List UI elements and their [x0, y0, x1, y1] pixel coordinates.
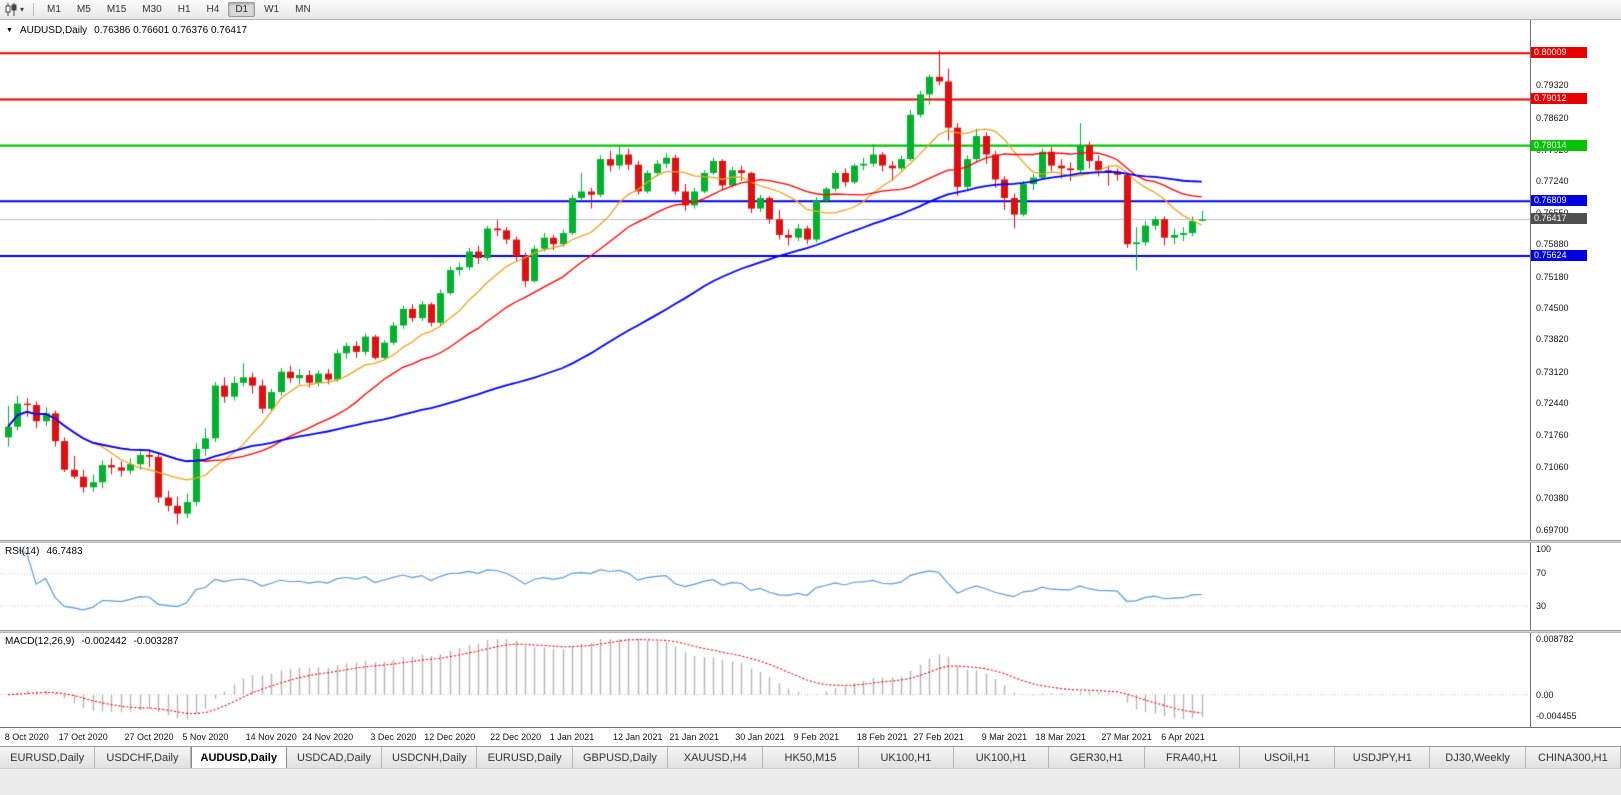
timeframe-toolbar: ▾ M1 M5 M15 M30 H1 H4 D1 W1 MN: [0, 0, 1621, 20]
price-scale[interactable]: 0.793200.786200.779200.772400.765500.758…: [1530, 20, 1621, 540]
hline-price-label: 0.79012: [1531, 93, 1587, 105]
chart-tab[interactable]: UK100,H1: [953, 747, 1050, 768]
chart-tab[interactable]: HK50,M15: [763, 747, 859, 768]
date-label: 14 Nov 2020: [245, 732, 297, 742]
chart-tab[interactable]: USDJPY,H1: [1335, 747, 1431, 768]
timeframe-button-d1[interactable]: D1: [228, 2, 256, 17]
timeframe-buttons: M1 M5 M15 M30 H1 H4 D1 W1 MN: [39, 2, 319, 17]
price-tick: 0.71760: [1536, 429, 1569, 440]
chart-tab[interactable]: UK100,H1: [858, 747, 954, 768]
chart-tab[interactable]: FRA40,H1: [1144, 747, 1240, 768]
date-label: 12 Jan 2021: [613, 732, 663, 742]
chart-tab[interactable]: GBPUSD,Daily: [572, 747, 669, 768]
hline-price-label: 0.76809: [1531, 195, 1587, 207]
timeframe-button-m30[interactable]: M30: [142, 4, 162, 15]
date-label: 1 Jan 2021: [549, 732, 595, 742]
date-label: 17 Oct 2020: [58, 732, 108, 742]
panel-splitter[interactable]: [0, 630, 1621, 633]
timeframe-button-m15[interactable]: M15: [106, 4, 127, 15]
price-tick: 0.70380: [1536, 493, 1569, 504]
chart-tab[interactable]: USOil,H1: [1239, 747, 1336, 768]
panel-splitter[interactable]: [0, 540, 1621, 543]
date-label: 30 Jan 2021: [735, 732, 785, 742]
chart-tab[interactable]: CHINA300,H1: [1525, 747, 1621, 768]
rsi-scale[interactable]: 100 70 30: [1530, 543, 1621, 630]
price-tick: 0.77240: [1536, 176, 1569, 187]
timeframe-button-mn[interactable]: MN: [295, 4, 311, 15]
timeframe-button-m1[interactable]: M1: [47, 4, 61, 15]
current-price-label: 0.76417: [1531, 213, 1587, 225]
price-tick: 0.73820: [1536, 334, 1569, 345]
hline-price-label: 0.75624: [1531, 250, 1587, 261]
rsi-level-label: 100: [1536, 544, 1552, 554]
chart-tab[interactable]: USDCHF,Daily: [95, 747, 191, 768]
macd-scale[interactable]: 0.008782 0.00 -0.004455: [1530, 633, 1621, 727]
time-scale[interactable]: 8 Oct 2020 17 Oct 2020 27 Oct 2020 5 Nov 20…: [0, 727, 1621, 746]
rsi-level-label: 70: [1536, 568, 1547, 579]
date-label: 27 Mar 2021: [1101, 732, 1152, 742]
timeframe-button-h4[interactable]: H4: [206, 4, 220, 15]
macd-scale-label: 0.008782: [1536, 634, 1574, 644]
price-tick: 0.72440: [1536, 398, 1569, 409]
main-chart-canvas[interactable]: [0, 20, 1530, 540]
chart-tab[interactable]: EURUSD,Daily: [0, 747, 96, 768]
date-label: 12 Dec 2020: [424, 732, 476, 742]
price-tick: 0.69700: [1536, 524, 1569, 535]
rsi-level-label: 30: [1536, 600, 1547, 611]
macd-scale-label: 0.00: [1536, 689, 1554, 700]
macd-panel-canvas[interactable]: [0, 633, 1530, 727]
chart-tab[interactable]: XAUUSD,H4: [668, 747, 764, 768]
date-label: 27 Feb 2021: [913, 732, 964, 742]
macd-scale-label: -0.004455: [1536, 711, 1577, 721]
toolbar-separator: [33, 3, 35, 16]
price-tick: 0.75180: [1536, 271, 1569, 282]
date-label: 18 Feb 2021: [856, 732, 908, 742]
price-tick: 0.78620: [1536, 112, 1569, 123]
chart-tab[interactable]: EURUSD,Daily: [477, 747, 573, 768]
window-bottom-area: [0, 768, 1621, 795]
date-label: 27 Oct 2020: [124, 732, 174, 742]
date-label: 9 Mar 2021: [981, 732, 1028, 742]
hline-price-label: 0.78014: [1531, 139, 1587, 151]
price-tick: 0.73120: [1536, 366, 1569, 377]
timeframe-button-h1[interactable]: H1: [177, 4, 191, 15]
date-label: 8 Oct 2020: [4, 732, 49, 742]
timeframe-button-m5[interactable]: M5: [76, 4, 91, 15]
date-label: 3 Dec 2020: [370, 732, 417, 742]
date-label: 21 Jan 2021: [669, 732, 719, 742]
date-label: 9 Feb 2021: [793, 732, 840, 742]
date-label: 6 Apr 2021: [1161, 732, 1205, 742]
price-tick: 0.75880: [1536, 239, 1569, 250]
chart-tab[interactable]: AUDUSD,Daily: [190, 747, 287, 768]
rsi-panel-canvas[interactable]: [0, 543, 1530, 630]
chart-type-dropdown-icon[interactable]: ▾: [20, 5, 25, 14]
date-label: 22 Dec 2020: [490, 732, 542, 742]
hline-price-label: 0.80009: [1531, 47, 1587, 59]
price-tick: 0.79320: [1536, 80, 1569, 91]
date-label: 5 Nov 2020: [182, 732, 229, 742]
price-tick: 0.74500: [1536, 302, 1569, 313]
timeframe-button-w1[interactable]: W1: [264, 4, 280, 15]
chart-tab[interactable]: DJ30,Weekly: [1430, 747, 1526, 768]
chart-tab[interactable]: GER30,H1: [1049, 747, 1145, 768]
price-tick: 0.76550: [1536, 208, 1569, 218]
chart-tab[interactable]: USDCNH,Daily: [382, 747, 478, 768]
chart-type-candlestick-icon[interactable]: [4, 3, 19, 16]
chart-tab[interactable]: USDCAD,Daily: [286, 747, 383, 768]
chart-tabs-bar: EURUSD,Daily USDCHF,Daily AUDUSD,Daily USDC…: [0, 746, 1621, 768]
price-tick: 0.71060: [1536, 461, 1569, 472]
date-label: 24 Nov 2020: [302, 732, 354, 742]
date-label: 18 Mar 2021: [1035, 732, 1087, 742]
